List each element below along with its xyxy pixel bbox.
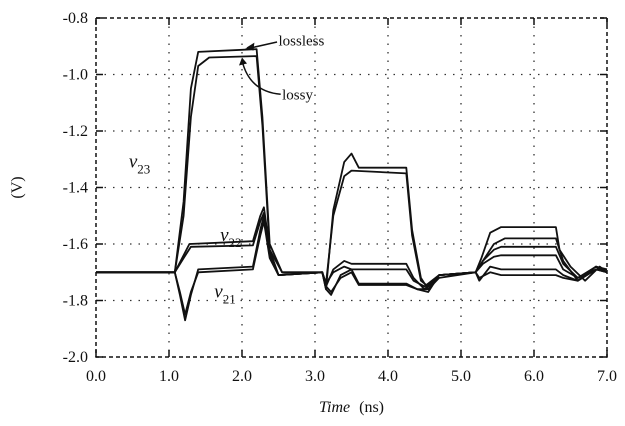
series-line	[96, 214, 608, 322]
series-line	[96, 220, 608, 316]
series-line	[96, 55, 608, 288]
curve-label-symbol: v	[220, 225, 229, 246]
grid	[96, 18, 607, 357]
x-tick-label: 0.0	[86, 368, 106, 385]
x-tick-label: 7.0	[597, 368, 617, 385]
curve-label-symbol: v	[129, 152, 138, 173]
x-axis-title-italic: Time	[319, 399, 350, 416]
x-axis-title-unit: (ns)	[359, 399, 384, 416]
curve-label-subscript: 22	[229, 235, 242, 250]
series-line	[96, 48, 608, 291]
y-tick-label: -2.0	[63, 349, 88, 366]
curve-label: v22	[220, 225, 241, 250]
curve-label-subscript: 21	[223, 292, 236, 307]
y-tick-label: -1.6	[63, 236, 88, 253]
tick-labels: 0.0 1.0 2.0 3.0 4.0 5.0 6.0 7.0 -0.8 -1.0 -1.2 -1.4…	[63, 10, 617, 385]
x-tick-label: 6.0	[524, 368, 544, 385]
series-layer	[96, 48, 608, 322]
y-axis-title: (V)	[9, 176, 26, 198]
y-tick-label: -1.8	[63, 293, 88, 310]
annotation-label: lossy	[282, 87, 313, 103]
series-line	[96, 206, 608, 291]
x-tick-label: 1.0	[159, 368, 179, 385]
y-tick-label: -1.2	[63, 123, 88, 140]
x-tick-label: 2.0	[232, 368, 252, 385]
lossy-arrow	[241, 60, 281, 96]
y-tick-label: -1.0	[63, 67, 88, 84]
axis-ticks	[95, 17, 608, 358]
y-tick-label: -1.4	[63, 180, 88, 197]
curve-label-symbol: v	[214, 282, 223, 303]
curve-label: v23	[129, 152, 150, 177]
x-tick-label: 5.0	[451, 368, 471, 385]
curve-label: v21	[214, 282, 235, 307]
annotation-label: lossless	[279, 34, 325, 50]
lossy-arrowhead	[239, 57, 247, 66]
lossless-arrowhead	[246, 42, 255, 51]
x-tick-label: 4.0	[378, 368, 398, 385]
x-tick-label: 3.0	[305, 368, 325, 385]
curve-label-subscript: 23	[137, 162, 150, 177]
x-axis-title: Time (ns)	[319, 399, 384, 416]
y-tick-label: -0.8	[63, 10, 88, 27]
